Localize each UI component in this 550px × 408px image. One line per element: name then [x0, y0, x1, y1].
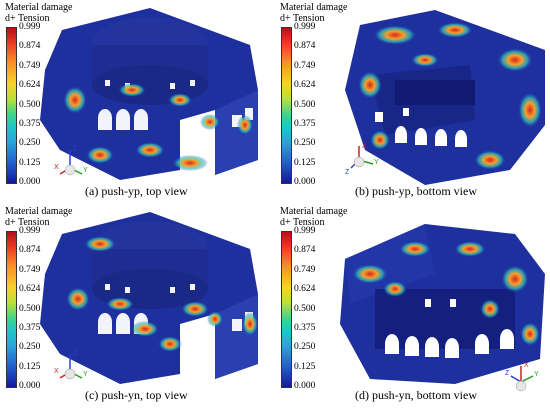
panel-c: Material damage d+ Tension 0.999 0.874 0… — [0, 204, 275, 408]
tick-label: 0.000 — [19, 177, 41, 187]
tick-label: 0.000 — [294, 381, 316, 391]
tick-label: 0.624 — [294, 80, 316, 91]
tick-label: 0.999 — [19, 226, 41, 236]
tick-label: 0.375 — [19, 118, 41, 129]
axis-label: Z — [73, 146, 78, 153]
axis-triad-icon: X Z Y — [505, 362, 539, 392]
tick-label: 0.624 — [294, 284, 316, 295]
axis-label: X — [524, 362, 529, 369]
caption: (c) push-yn, top view — [85, 388, 188, 402]
tick-label: 0.999 — [19, 22, 41, 32]
tick-label: 0.125 — [19, 157, 41, 168]
legend-title-line1: Material damage — [5, 2, 73, 13]
tick-label: 0.000 — [294, 177, 316, 187]
tick-label: 0.999 — [294, 22, 316, 32]
damage-model-render — [340, 224, 545, 384]
axis-triad-icon: Z X Y — [54, 350, 88, 380]
colorbar — [281, 231, 292, 388]
tick-label: 0.250 — [294, 342, 316, 353]
tick-label: 0.250 — [19, 138, 41, 149]
colorbar — [6, 27, 17, 184]
tick-label: 0.125 — [19, 361, 41, 372]
tick-label: 0.000 — [19, 381, 41, 391]
legend-title-line2: d+ Tension — [5, 217, 50, 228]
legend-title: Material damage d+ Tension — [280, 2, 347, 24]
tick-label: 0.749 — [19, 264, 41, 275]
axis-triad-icon: X Y Z — [345, 143, 379, 176]
tick-label: 0.874 — [294, 41, 316, 52]
colorbar-ticks: 0.999 0.874 0.749 0.624 0.500 0.375 0.25… — [19, 226, 59, 391]
tick-label: 0.624 — [19, 284, 41, 295]
caption: (b) push-yp, bottom view — [355, 184, 477, 198]
tick-label: 0.749 — [294, 264, 316, 275]
axis-label: X — [54, 164, 59, 171]
axis-label: Z — [345, 169, 350, 176]
tick-label: 0.375 — [19, 322, 41, 333]
tick-label: 0.500 — [19, 99, 41, 110]
tick-label: 0.250 — [19, 342, 41, 353]
tick-label: 0.999 — [294, 226, 316, 236]
damage-model-render — [345, 10, 545, 185]
legend-title: Material damage d+ Tension — [280, 206, 347, 228]
tick-label: 0.874 — [294, 245, 316, 256]
axis-label: Y — [534, 371, 539, 378]
tick-label: 0.749 — [294, 60, 316, 71]
tick-label: 0.125 — [294, 361, 316, 372]
tick-label: 0.500 — [19, 303, 41, 314]
axis-label: Z — [505, 370, 510, 377]
axis-label: X — [362, 143, 367, 150]
axis-label: Y — [83, 371, 88, 378]
tick-label: 0.250 — [294, 138, 316, 149]
legend-title: Material damage d+ Tension — [5, 2, 72, 24]
legend-title-line1: Material damage — [280, 206, 348, 217]
legend-title-line2: d+ Tension — [280, 13, 325, 24]
panel-b: Material damage d+ Tension 0.999 0.874 0… — [275, 0, 550, 204]
axis-label: Y — [83, 167, 88, 174]
tick-label: 0.874 — [19, 245, 41, 256]
colorbar — [6, 231, 17, 388]
colorbar — [281, 27, 292, 184]
damage-model-render — [40, 8, 258, 180]
tick-label: 0.500 — [294, 303, 316, 314]
caption: (a) push-yp, top view — [85, 184, 188, 198]
legend-title-line1: Material damage — [280, 2, 348, 13]
caption: (d) push-yn, bottom view — [355, 388, 477, 402]
tick-label: 0.375 — [294, 118, 316, 129]
colorbar-ticks: 0.999 0.874 0.749 0.624 0.500 0.375 0.25… — [294, 226, 334, 391]
tick-label: 0.125 — [294, 157, 316, 168]
axis-label: X — [54, 368, 59, 375]
tick-label: 0.874 — [19, 41, 41, 52]
colorbar-ticks: 0.999 0.874 0.749 0.624 0.500 0.375 0.25… — [294, 22, 334, 187]
tick-label: 0.624 — [19, 80, 41, 91]
axis-label: Z — [73, 350, 78, 357]
damage-model-render — [40, 212, 258, 384]
tick-label: 0.375 — [294, 322, 316, 333]
panel-a: Material damage d+ Tension 0.999 0.874 0… — [0, 0, 275, 204]
tick-label: 0.749 — [19, 60, 41, 71]
panel-d: Material damage d+ Tension 0.999 0.874 0… — [275, 204, 550, 408]
colorbar-ticks: 0.999 0.874 0.749 0.624 0.500 0.375 0.25… — [19, 22, 59, 187]
tick-label: 0.500 — [294, 99, 316, 110]
legend-title: Material damage d+ Tension — [5, 206, 72, 228]
legend-title-line1: Material damage — [5, 206, 73, 217]
legend-title-line2: d+ Tension — [5, 13, 50, 24]
axis-label: Y — [374, 159, 379, 166]
legend-title-line2: d+ Tension — [280, 217, 325, 228]
axis-triad-icon: Z X Y — [54, 146, 88, 176]
